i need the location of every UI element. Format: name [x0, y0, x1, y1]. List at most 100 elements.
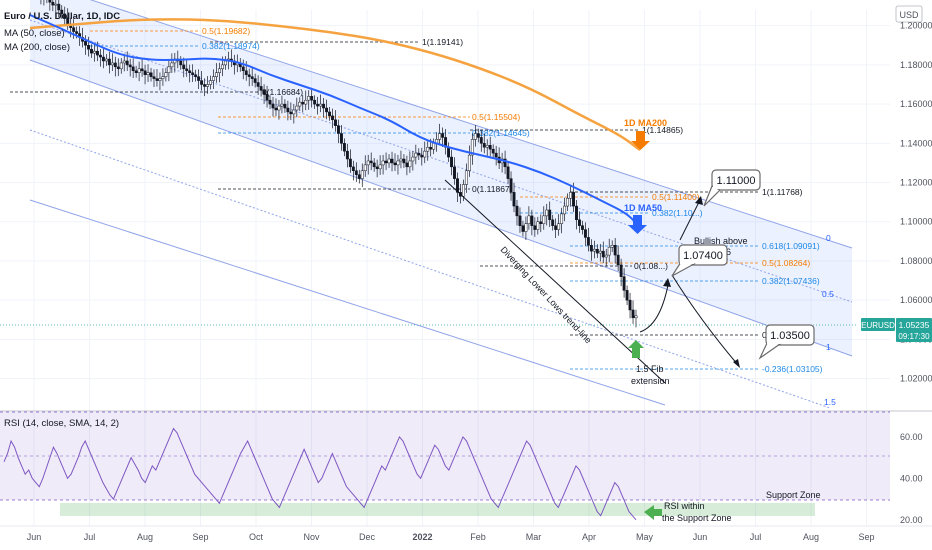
bullish-annotation-suffix: 6: [726, 247, 731, 257]
time-tick-label: May: [636, 532, 654, 542]
candle-body: [119, 62, 123, 70]
candle-body: [396, 160, 400, 166]
candle-body: [319, 103, 323, 107]
candle-body: [182, 64, 186, 70]
candle-body: [607, 246, 611, 256]
price-tick-label: 1.06000: [900, 295, 932, 305]
candle-body: [158, 78, 162, 81]
support-zone-label: Support Zone: [766, 490, 821, 500]
time-tick-label: Apr: [582, 532, 596, 542]
candle-body: [304, 99, 308, 105]
candle-body: [485, 145, 489, 148]
fib-extension-line1: 1.5 Fib: [636, 364, 664, 374]
candle-body: [402, 158, 406, 164]
time-axis[interactable]: Jun Jul Aug Sep Oct Nov Dec 2022 Feb Mar Apr May Jun…: [27, 532, 875, 542]
legend-ma200: MA (200, close): [4, 42, 70, 53]
candle-body: [217, 68, 221, 73]
candle-body: [390, 158, 394, 164]
candle-body: [149, 72, 153, 77]
projection-arrowhead-2: [733, 359, 740, 368]
candle-body: [545, 209, 549, 217]
candle-body: [420, 154, 424, 158]
time-tick-label: Nov: [303, 532, 320, 542]
price-tick-label: 1.10000: [900, 217, 932, 227]
candle-body: [488, 145, 492, 150]
fib-extension-line2: extension: [631, 376, 670, 386]
time-tick-label: Oct: [249, 532, 264, 542]
rsi-panel: Support Zone RSI (14, close, SMA, 14, 2)…: [0, 411, 890, 523]
candle-body: [536, 221, 540, 230]
candle-body: [161, 76, 165, 79]
fib-level-label: 0.382(1.07436): [762, 276, 820, 286]
fib-ext-up-arrow-icon: [628, 340, 644, 358]
candle-body: [628, 299, 632, 311]
candle-body: [625, 290, 629, 301]
candle-body: [298, 101, 302, 107]
fib-level-label: 0.382(1.18974): [202, 41, 260, 51]
candle-body: [247, 74, 251, 77]
time-tick-label: Mar: [526, 532, 542, 542]
fib-level-label: -0.236(1.03105): [762, 364, 823, 374]
candle-body: [206, 84, 209, 87]
time-tick-label: Sep: [858, 532, 874, 542]
channel-line-1-5: [29, 129, 831, 409]
candle-body: [366, 160, 370, 166]
fib-level-label: 1(1.19141): [422, 37, 463, 47]
candle-body: [280, 103, 284, 107]
candle-body: [515, 205, 519, 217]
candle-body: [197, 76, 201, 81]
projection-arrowhead-3: [695, 196, 703, 205]
candle-body: [63, 13, 67, 19]
candle-body: [539, 221, 543, 224]
candle-body: [87, 45, 90, 50]
candle-body: [277, 105, 281, 111]
candle-body: [521, 225, 525, 232]
candle-body: [310, 96, 314, 101]
candle-body: [372, 162, 376, 168]
price-tick-label: 1.14000: [900, 138, 932, 148]
candle-body: [426, 146, 430, 152]
candle-body: [137, 68, 141, 73]
candle-body: [334, 119, 337, 126]
candle-body: [286, 107, 290, 113]
channel-upper-band: [30, 0, 852, 356]
candle-body: [125, 60, 129, 66]
svg-text:1.11000: 1.11000: [717, 175, 756, 187]
candle-body: [456, 178, 459, 193]
projection-arrowhead-1: [663, 278, 671, 287]
candle-body: [84, 41, 88, 46]
candle-body: [622, 276, 626, 291]
candle-body: [241, 66, 245, 72]
candle-body: [292, 109, 296, 115]
candle-body: [345, 150, 349, 160]
last-price-countdown: 09:17:30: [898, 332, 930, 341]
price-axis[interactable]: USD 1.20000 1.18000 1.16000 1.14000 1.12000 1…: [895, 5, 932, 384]
channel-line-1: [29, 59, 853, 357]
candle-body: [557, 223, 561, 230]
fib-level-label: 0(1.08...): [634, 261, 668, 271]
candle-body: [244, 70, 248, 75]
candle-body: [473, 133, 477, 140]
legend: Euro / U.S. Dollar, 1D, IDC MA (50, clos…: [4, 11, 120, 53]
time-tick-label: Aug: [803, 532, 819, 542]
candle-body: [616, 254, 620, 266]
svg-text:1.03500: 1.03500: [770, 330, 810, 342]
time-tick-label: Feb: [470, 532, 486, 542]
currency-box[interactable]: [895, 5, 923, 23]
fib-level-label: 0.5(1.15504): [472, 112, 520, 122]
candle-body: [438, 133, 442, 140]
price-tick-label: 1.02000: [900, 374, 932, 384]
candle-body: [72, 27, 76, 32]
candle-body: [518, 215, 522, 226]
legend-title: Euro / U.S. Dollar, 1D, IDC: [4, 11, 120, 22]
rsi-tick-label: 20.00: [900, 515, 923, 525]
candle-body: [104, 58, 108, 62]
candle-body: [164, 72, 168, 77]
candle-body: [566, 197, 570, 207]
price-tick-label: 1.16000: [900, 99, 932, 109]
candle-body: [479, 137, 483, 144]
last-price-badges: EURUSD 1.05235 09:17:30: [861, 318, 932, 342]
candle-body: [354, 170, 358, 175]
candle-body: [194, 74, 198, 77]
